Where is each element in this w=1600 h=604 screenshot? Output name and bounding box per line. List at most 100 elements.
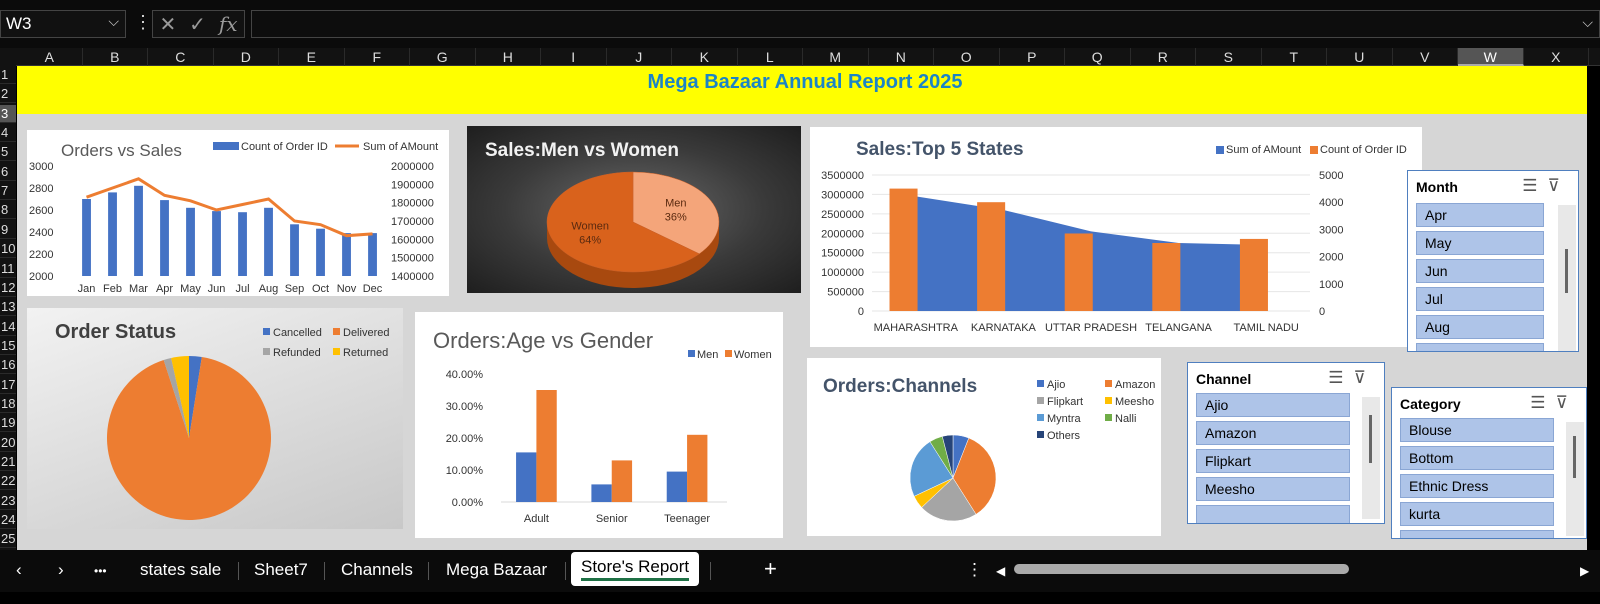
column-header[interactable]: N [869,48,934,66]
column-header[interactable]: V [1393,48,1458,66]
row-header[interactable]: 1 [0,66,16,84]
tab-stores-report[interactable]: Store's Report [571,552,700,586]
clear-filter-icon[interactable]: ⊽ [1353,368,1376,387]
slicer-item-partial[interactable] [1416,343,1544,351]
slicer-item[interactable]: kurta [1400,502,1554,526]
row-header[interactable]: 3 [0,104,16,123]
row-header[interactable]: 10 [0,241,16,259]
row-header[interactable]: 16 [0,357,16,375]
clear-filter-icon[interactable]: ⊽ [1547,176,1570,195]
column-header[interactable]: X [1524,48,1589,66]
row-header[interactable]: 2 [0,85,16,104]
prev-sheet-icon[interactable]: ‹ [16,560,22,579]
column-header[interactable]: E [279,48,345,66]
multi-select-icon[interactable]: ☰ [1530,393,1556,412]
slicer-item[interactable]: Jun [1416,259,1544,283]
sheet-options-icon[interactable]: ⋮ [966,560,983,579]
multi-select-icon[interactable]: ☰ [1522,176,1548,195]
slicer-item[interactable]: Blouse [1400,418,1554,442]
row-header[interactable]: 4 [0,124,16,143]
row-header[interactable]: 15 [0,337,16,355]
name-box[interactable]: W3 ⌵ [0,10,126,38]
column-header[interactable]: C [148,48,214,66]
row-header[interactable]: 17 [0,376,16,394]
slicer-channel[interactable]: Channel ☰⊽ Ajio Amazon Flipkart Meesho [1187,362,1385,524]
row-header[interactable]: 6 [0,163,16,181]
slicer-scrollbar[interactable] [1558,205,1576,351]
expand-formula-icon[interactable]: ⌵ [1582,14,1593,30]
row-header[interactable]: 21 [0,454,16,471]
column-header[interactable]: K [672,48,738,66]
column-header[interactable]: L [738,48,803,66]
slicer-scroll-thumb[interactable] [1573,436,1576,478]
next-sheet-icon[interactable]: › [58,560,64,579]
cancel-icon[interactable]: ✕ [159,13,177,36]
slicer-item[interactable]: Ajio [1196,393,1350,417]
column-header[interactable]: B [83,48,148,66]
row-header[interactable]: 20 [0,434,16,452]
more-sheets-icon[interactable]: ••• [94,564,107,578]
row-header[interactable]: 12 [0,279,16,297]
slicer-item[interactable]: Ethnic Dress [1400,474,1554,498]
row-header[interactable]: 14 [0,318,16,336]
row-header[interactable]: 5 [0,143,16,162]
column-header[interactable]: W [1458,48,1524,66]
slicer-scroll-thumb[interactable] [1565,249,1568,293]
row-header[interactable]: 22 [0,473,16,491]
slicer-item-partial[interactable] [1196,505,1350,523]
slicer-scroll-thumb[interactable] [1369,415,1372,463]
slicer-item[interactable]: Aug [1416,315,1544,339]
column-header[interactable]: R [1131,48,1196,66]
chart-men-vs-women[interactable]: Sales:Men vs Women Men 36% Women 64% [467,126,801,293]
slicer-item[interactable]: Flipkart [1196,449,1350,473]
chart-top-states[interactable]: Sales:Top 5 States Sum of AMount Count of … [810,127,1422,347]
column-header[interactable]: J [607,48,672,66]
slicer-item[interactable]: Bottom [1400,446,1554,470]
tab-sheet7[interactable]: Sheet7 [254,560,308,579]
row-header[interactable]: 9 [0,221,16,239]
slicer-item-partial[interactable] [1400,530,1554,538]
chart-order-status[interactable]: Order Status Cancelled Delivered Refunded Re… [27,308,403,529]
slicer-category[interactable]: Category ☰⊽ Blouse Bottom Ethnic Dress kurt… [1391,387,1587,539]
tab-channels[interactable]: Channels [341,560,413,579]
row-header[interactable]: 18 [0,395,16,413]
column-header[interactable]: S [1196,48,1262,66]
row-header[interactable]: 23 [0,492,16,510]
chevron-down-icon[interactable]: ⌵ [108,13,119,29]
column-header[interactable]: A [17,48,83,66]
slicer-scrollbar[interactable] [1566,422,1584,536]
row-header[interactable]: 8 [0,201,16,220]
column-header[interactable]: F [345,48,410,66]
column-header[interactable]: I [541,48,607,66]
column-header[interactable]: G [410,48,476,66]
column-header[interactable]: H [476,48,541,66]
worksheet-grid[interactable]: Mega Bazaar Annual Report 2025 Orders vs… [17,66,1587,550]
slicer-scrollbar[interactable] [1362,397,1380,519]
slicer-item[interactable]: Amazon [1196,421,1350,445]
chart-age-vs-gender[interactable]: Orders:Age vs Gender Men Women 40.00% 30.00%… [415,312,783,538]
column-header[interactable]: O [934,48,1000,66]
enter-icon[interactable]: ✓ [189,13,206,36]
column-header[interactable]: T [1262,48,1327,66]
slicer-item[interactable]: May [1416,231,1544,255]
row-header[interactable]: 24 [0,512,16,530]
clear-filter-icon[interactable]: ⊽ [1555,393,1578,412]
column-header[interactable]: U [1327,48,1393,66]
report-banner[interactable]: Mega Bazaar Annual Report 2025 [17,66,1587,114]
chart-orders-vs-sales[interactable]: Orders vs Sales Count of Order ID Sum of A… [27,130,449,296]
row-header[interactable]: 25 [0,531,16,549]
column-header[interactable]: P [1000,48,1065,66]
tab-mega-bazaar[interactable]: Mega Bazaar [446,560,548,579]
column-header[interactable]: Q [1065,48,1131,66]
slicer-item[interactable]: Jul [1416,287,1544,311]
formula-input[interactable]: ⌵ [251,10,1600,38]
scroll-left-icon[interactable]: ◀ [996,564,1006,578]
slicer-item[interactable]: Apr [1416,203,1544,227]
row-header[interactable]: 19 [0,415,16,433]
select-all-corner[interactable] [0,48,16,66]
multi-select-icon[interactable]: ☰ [1328,368,1354,387]
row-header[interactable]: 11 [0,260,16,278]
row-header[interactable]: 13 [0,299,16,317]
row-header[interactable]: 7 [0,182,16,201]
column-header[interactable]: M [803,48,869,66]
